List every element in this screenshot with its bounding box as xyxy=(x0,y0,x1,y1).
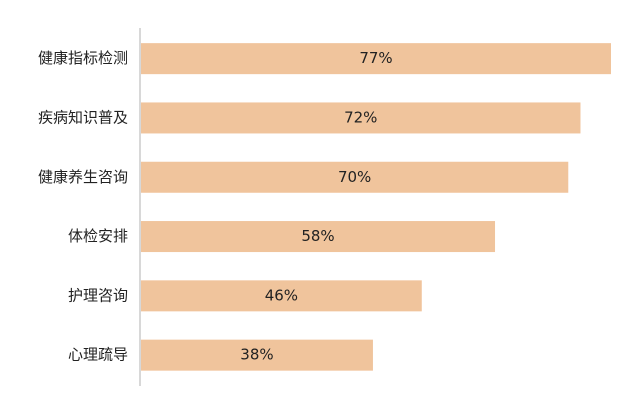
data-label: 77% xyxy=(359,49,392,67)
y-tick-label: 健康指标检测 xyxy=(38,49,128,67)
data-label: 38% xyxy=(240,346,273,364)
y-tick-label: 健康养生咨询 xyxy=(38,168,128,186)
bar xyxy=(141,221,496,253)
bar xyxy=(141,43,611,75)
data-label: 46% xyxy=(265,286,298,304)
data-label: 58% xyxy=(301,227,334,245)
bar xyxy=(141,280,422,312)
bar xyxy=(141,161,569,193)
y-tick-label: 体检安排 xyxy=(68,227,128,245)
y-tick-label: 护理咨询 xyxy=(68,286,128,304)
data-label: 70% xyxy=(338,168,371,186)
y-tick-label: 疾病知识普及 xyxy=(38,108,128,126)
bar xyxy=(141,339,373,371)
bar xyxy=(141,102,581,134)
y-tick-label: 心理疏导 xyxy=(68,346,128,364)
data-label: 72% xyxy=(344,108,377,126)
